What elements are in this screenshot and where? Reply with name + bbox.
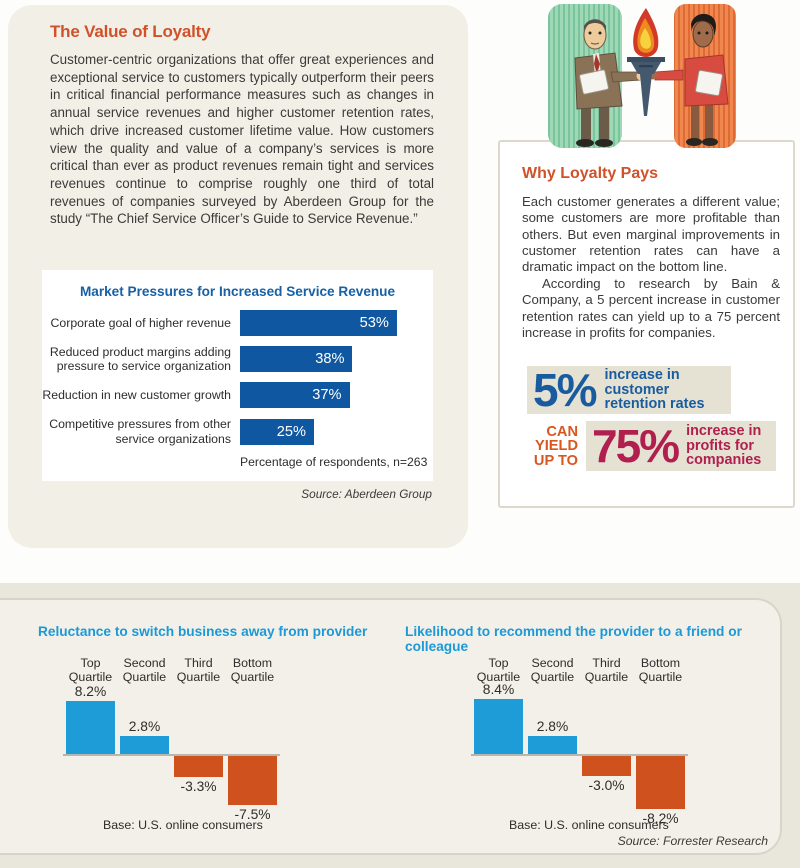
quartile-header: Top Quartile — [476, 656, 521, 684]
quartile-header: Bottom Quartile — [638, 656, 683, 684]
source-forrester: Source: Forrester Research — [617, 834, 768, 848]
hchart-category-label: Reduced product margins adding pressure … — [49, 345, 231, 374]
stat-5-label: increase in customer retention rates — [604, 366, 705, 413]
base-note: Base: U.S. online consumers — [103, 818, 263, 832]
base-note: Base: U.S. online consumers — [509, 818, 669, 832]
hchart-rows: Corporate goal of higher revenue 53% Reduc… — [42, 310, 433, 446]
sidebar-title: Why Loyalty Pays — [522, 165, 659, 182]
vchart-bar — [174, 756, 223, 778]
hchart-bar: 53% — [240, 310, 397, 336]
quartile-header: Bottom Quartile — [230, 656, 275, 684]
sidebar-paragraph-1: Each customer generates a different valu… — [522, 194, 780, 275]
chart-title: Reluctance to switch business away from … — [38, 624, 368, 639]
vchart-value-label: 8.4% — [482, 682, 515, 698]
chart-title: Market Pressures for Increased Service R… — [79, 284, 396, 299]
vchart-bar — [528, 735, 577, 754]
hchart-category-label: Reduction in new customer growth — [42, 388, 231, 403]
baseline — [471, 754, 688, 756]
vchart-value-label: 8.2% — [74, 683, 107, 699]
baseline — [63, 754, 280, 756]
vchart-value-label: -7.5% — [234, 806, 271, 822]
quartile-header: Third Quartile — [584, 656, 629, 684]
vchart-bar — [474, 699, 523, 754]
hchart-category-label: Corporate goal of higher revenue — [50, 315, 231, 330]
can-yield-up-to-label: CAN YIELD UP TO — [533, 424, 578, 469]
vchart-bar — [228, 756, 277, 805]
hchart-row: Corporate goal of higher revenue 53% — [42, 310, 433, 336]
vchart-bar — [582, 756, 631, 776]
vchart-bar — [66, 700, 115, 754]
sidebar-paragraph-2: According to research by Bain & Company,… — [522, 276, 780, 340]
stat-75-percent: 75% increase in profits for companies — [586, 421, 776, 471]
quartile-header: Third Quartile — [176, 656, 221, 684]
vchart-value-label: 2.8% — [536, 718, 569, 734]
hchart-bar: 25% — [240, 418, 314, 445]
market-pressures-chart: Market Pressures for Increased Service R… — [42, 270, 433, 481]
man-figure — [574, 19, 646, 147]
source-aberdeen: Source: Aberdeen Group — [301, 487, 432, 501]
vchart-bar — [120, 735, 169, 754]
hchart-row: Reduced product margins adding pressure … — [42, 345, 433, 373]
why-loyalty-pays-panel: Why Loyalty Pays Each customer generates… — [498, 140, 795, 508]
recommend-chart: Likelihood to recommend the provider to … — [405, 624, 757, 839]
torch-handoff-illustration — [543, 2, 743, 150]
stat-5-value: 5% — [533, 364, 598, 416]
article-body: Customer-centric organizations that offe… — [50, 52, 434, 227]
vchart-value-label: -3.3% — [180, 779, 217, 795]
vchart-bar — [636, 756, 685, 810]
hchart-bar: 37% — [240, 382, 350, 409]
vchart-value-label: -8.2% — [642, 811, 679, 827]
chart-footnote: Percentage of respondents, n=263 — [240, 454, 428, 469]
chart-plot: Top Quartile 8.2% Second Quartile 2.8% Third… — [63, 655, 290, 827]
hchart-category-label: Competitive pressures from other service… — [49, 417, 231, 446]
quartile-charts-panel — [0, 598, 782, 855]
stat-75-value: 75% — [592, 420, 680, 472]
article-title: The Value of Loyalty — [50, 22, 211, 41]
hchart-bar: 38% — [240, 346, 353, 373]
stat-5-percent: 5% increase in customer retention rates — [527, 366, 731, 414]
chart-plot: Top Quartile 8.4% Second Quartile 2.8% Third… — [471, 655, 698, 827]
stat-75-label: increase in profits for companies — [686, 422, 762, 469]
reluctance-chart: Reluctance to switch business away from … — [38, 624, 390, 839]
vchart-value-label: -3.0% — [588, 777, 625, 793]
hchart-row: Competitive pressures from other service… — [42, 417, 433, 446]
hchart-row: Reduction in new customer growth 37% — [42, 382, 433, 409]
torch-icon — [627, 8, 665, 116]
value-of-loyalty-panel: The Value of Loyalty Customer-centric or… — [8, 5, 468, 548]
chart-title: Likelihood to recommend the provider to … — [405, 624, 742, 654]
vchart-value-label: 2.8% — [128, 718, 161, 734]
quartile-header: Second Quartile — [122, 656, 167, 684]
quartile-header: Second Quartile — [530, 656, 575, 684]
quartile-header: Top Quartile — [68, 656, 113, 684]
